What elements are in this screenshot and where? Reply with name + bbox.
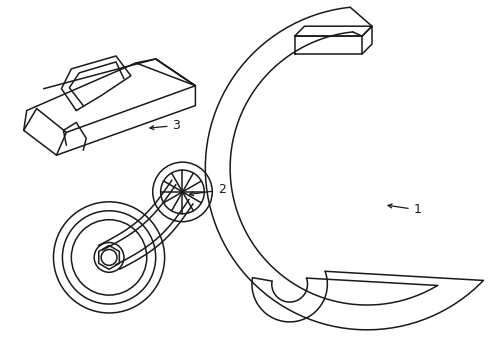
- Text: 1: 1: [387, 203, 421, 216]
- Text: 3: 3: [150, 119, 180, 132]
- Text: 2: 2: [189, 184, 225, 197]
